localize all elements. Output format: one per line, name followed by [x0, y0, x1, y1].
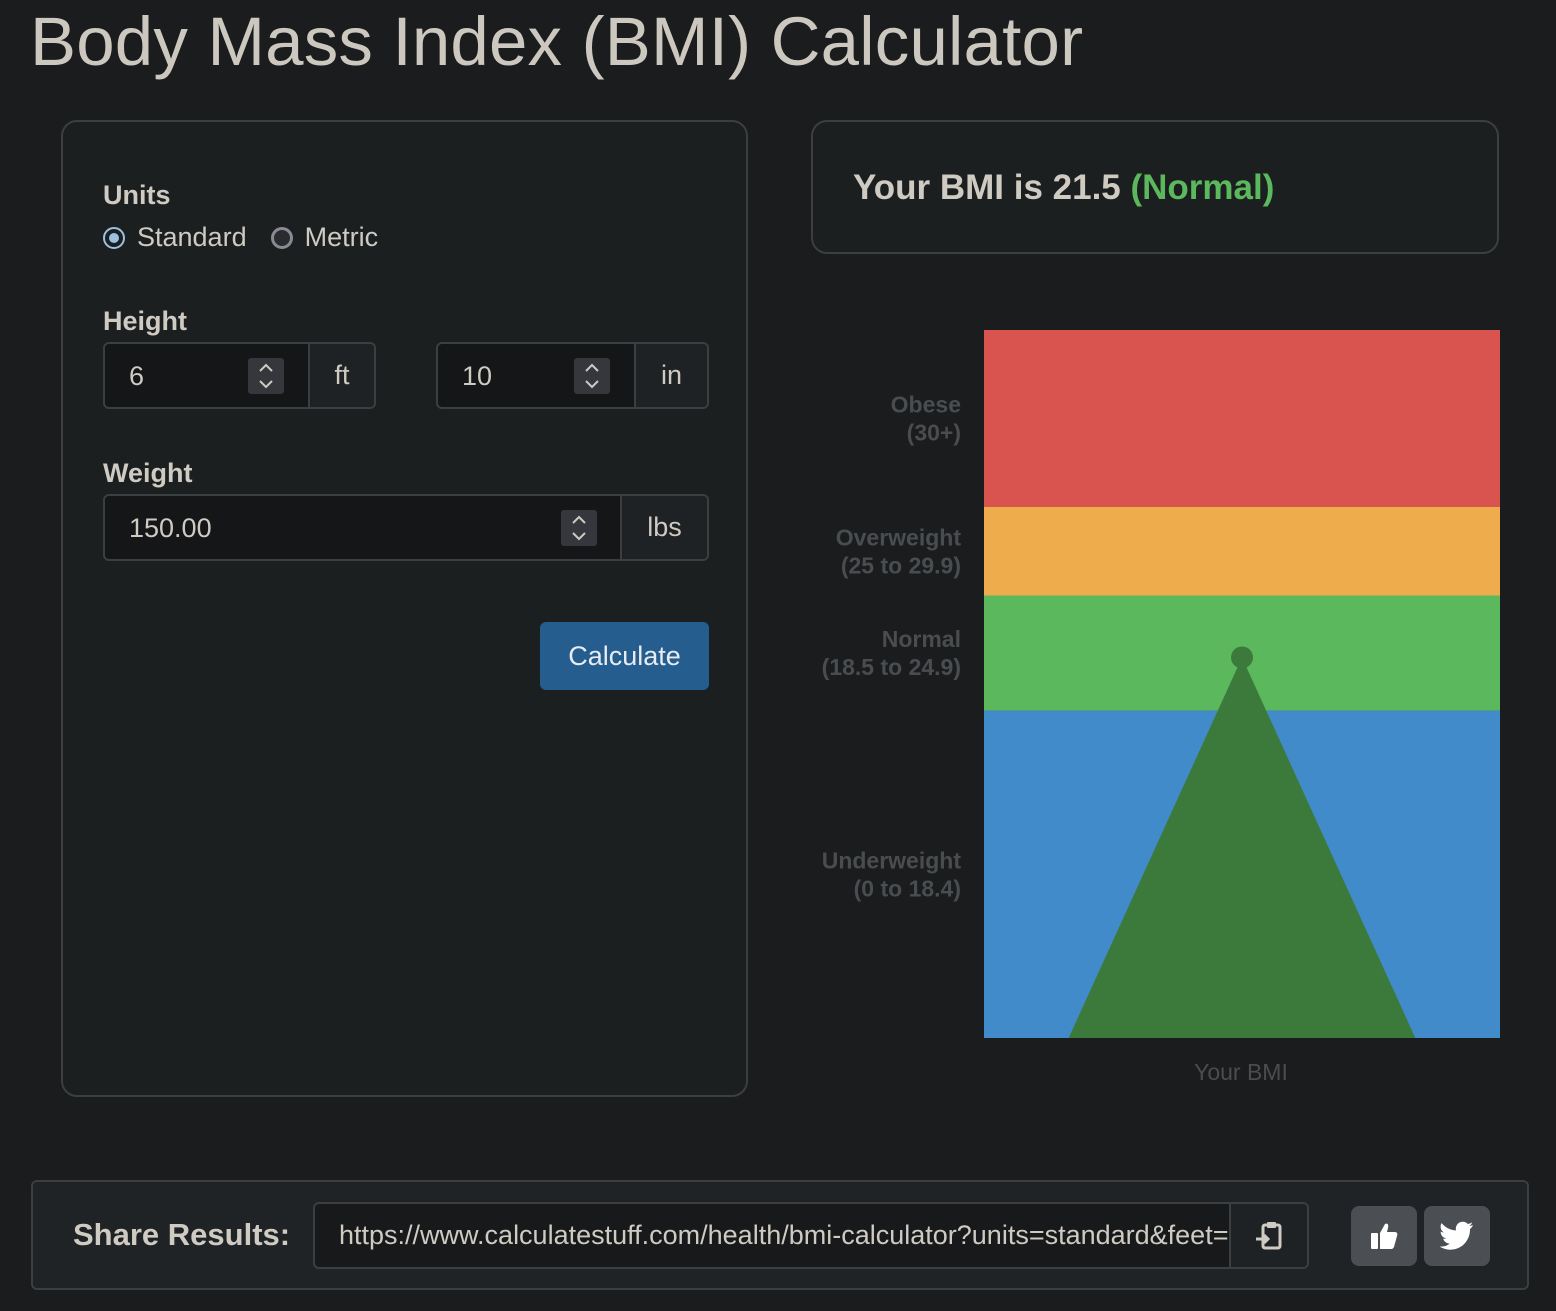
- page-title: Body Mass Index (BMI) Calculator: [30, 3, 1084, 80]
- weight-spinner[interactable]: [561, 510, 597, 546]
- chart-bmi-pointer: [1068, 657, 1416, 1038]
- chart-band-label-obese: Obese: [891, 392, 961, 418]
- spinner-arrows-icon: [259, 363, 273, 389]
- chart-band-overweight: [984, 507, 1500, 596]
- chart-band-label-underweight: Underweight: [822, 847, 962, 873]
- chart-band-range-obese: (30+): [907, 420, 961, 446]
- thumbs-up-icon: [1371, 1223, 1398, 1249]
- height-in-value: 10: [462, 361, 493, 391]
- height-ft-input[interactable]: 6: [105, 344, 308, 407]
- weight-value: 150.00: [129, 513, 212, 543]
- calculate-button[interactable]: Calculate: [540, 622, 709, 690]
- height-label: Height: [103, 306, 187, 336]
- height-ft-value: 6: [129, 361, 145, 391]
- chart-band-obese: [984, 330, 1500, 507]
- bmi-result-category: (Normal): [1130, 168, 1275, 207]
- twitter-share-button[interactable]: [1424, 1206, 1490, 1266]
- share-results-label: Share Results:: [73, 1217, 291, 1252]
- share-url-group: https://www.calculatestuff.com/health/bm…: [313, 1202, 1309, 1269]
- share-url-input[interactable]: https://www.calculatestuff.com/health/bm…: [339, 1220, 1229, 1250]
- height-in-group: 10 in: [436, 342, 709, 409]
- bmi-form-card: Units Standard Metric Height 6 ft 10: [61, 120, 748, 1097]
- chart-band-range-normal: (18.5 to 24.9): [822, 654, 961, 680]
- copy-url-button[interactable]: [1229, 1204, 1307, 1267]
- height-in-spinner[interactable]: [574, 358, 610, 394]
- bmi-result-text: Your BMI is 21.5 (Normal): [853, 168, 1274, 208]
- bmi-result-value: Your BMI is 21.5: [853, 168, 1121, 207]
- like-button[interactable]: [1351, 1206, 1417, 1266]
- height-in-input[interactable]: 10: [438, 344, 634, 407]
- share-results-bar: Share Results: https://www.calculatestuf…: [31, 1180, 1529, 1290]
- spinner-arrows-icon: [585, 363, 599, 389]
- units-label: Units: [103, 180, 171, 210]
- metric-radio[interactable]: [270, 226, 293, 249]
- clipboard-icon: [1256, 1221, 1282, 1249]
- weight-group: 150.00 lbs: [103, 494, 709, 561]
- weight-unit: lbs: [620, 496, 707, 559]
- twitter-icon: [1440, 1221, 1473, 1250]
- standard-radio[interactable]: [103, 226, 125, 249]
- height-ft-unit: ft: [308, 344, 374, 407]
- chart-x-axis-label: Your BMI: [1194, 1059, 1288, 1085]
- height-in-unit: in: [634, 344, 707, 407]
- chart-band-label-overweight: Overweight: [836, 524, 962, 550]
- spinner-arrows-icon: [572, 515, 586, 541]
- standard-radio-label[interactable]: Standard: [137, 222, 247, 252]
- units-radio-group: Standard Metric: [103, 222, 402, 253]
- height-ft-group: 6 ft: [103, 342, 376, 409]
- chart-band-range-overweight: (25 to 29.9): [841, 552, 961, 578]
- height-ft-spinner[interactable]: [248, 358, 284, 394]
- weight-input[interactable]: 150.00: [105, 496, 620, 559]
- weight-label: Weight: [103, 458, 193, 488]
- chart-band-range-underweight: (0 to 18.4): [854, 875, 961, 901]
- chart-band-label-normal: Normal: [882, 626, 961, 652]
- bmi-chart: Obese(30+) Overweight(25 to 29.9) Normal(1…: [822, 330, 1500, 1085]
- metric-radio-label[interactable]: Metric: [304, 222, 379, 252]
- chart-bmi-marker-dot: [1231, 646, 1253, 669]
- bmi-result-card: Your BMI is 21.5 (Normal): [811, 120, 1499, 254]
